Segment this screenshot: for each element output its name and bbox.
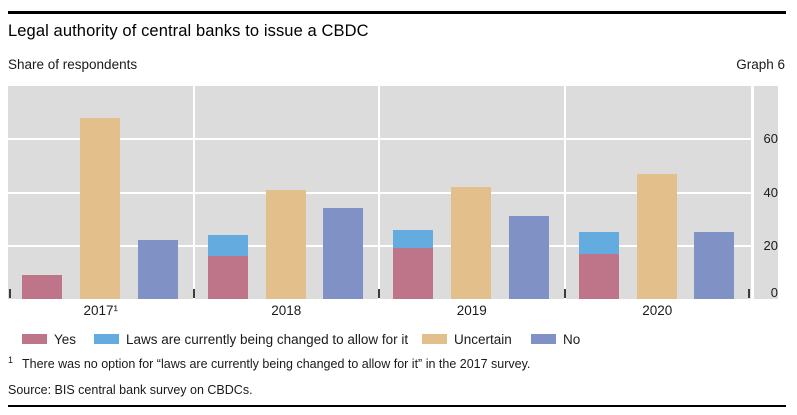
- year-separator: [192, 86, 195, 299]
- x-axis-tick-label: 2017¹: [83, 303, 119, 318]
- footnote-marker: 1: [8, 355, 14, 365]
- chart-legend: Yes Laws are currently being changed to a…: [0, 331, 797, 347]
- top-rule: [8, 11, 786, 14]
- y-axis-tick-label: 0: [770, 284, 778, 300]
- x-axis-tick-label: 2018: [271, 303, 302, 318]
- legend-item: No: [531, 331, 580, 347]
- chart-panel: 0 20 40 60: [8, 86, 778, 299]
- bar-uncertain-2020: [636, 173, 677, 299]
- bar-laws-2019: [393, 229, 433, 249]
- axis-tick: [192, 289, 195, 298]
- legend-item: Uncertain: [422, 331, 512, 347]
- axis-tick: [378, 289, 380, 298]
- bar-no-2017: [137, 240, 178, 299]
- x-axis-tick-label: 2019: [456, 303, 487, 318]
- source-line: Source: BIS central bank survey on CBDCs…: [8, 383, 253, 397]
- legend-swatch: [531, 334, 556, 344]
- x-axis-tick-label: 2020: [642, 303, 673, 318]
- chart-title: Legal authority of central banks to issu…: [8, 22, 369, 40]
- legend-label: Yes: [54, 331, 77, 347]
- legend-swatch: [94, 334, 119, 344]
- bar-uncertain-2017: [80, 117, 120, 299]
- footnote: 1 There was no option for “laws are curre…: [8, 355, 530, 371]
- bar-yes-2020: [578, 253, 619, 299]
- footnote-text: There was no option for “laws are curren…: [22, 357, 531, 372]
- legend-swatch: [422, 334, 447, 344]
- legend-swatch: [22, 334, 47, 344]
- year-separator: [563, 86, 566, 299]
- legend-label: No: [563, 331, 581, 347]
- graph-number-label: Graph 6: [736, 57, 785, 72]
- legend-label: Laws are currently being changed to allo…: [126, 331, 409, 347]
- bar-no-2020: [694, 232, 734, 299]
- bar-yes-2018: [207, 256, 248, 299]
- bar-uncertain-2018: [265, 189, 306, 299]
- bar-no-2018: [323, 208, 363, 299]
- axis-tick: [748, 289, 750, 298]
- legend-item: Laws are currently being changed to allo…: [94, 331, 408, 347]
- chart-subtitle: Share of respondents: [8, 57, 138, 72]
- axis-tick: [563, 289, 566, 298]
- year-separator: [378, 86, 380, 299]
- bar-yes-2017: [22, 275, 62, 299]
- axis-tick: [8, 289, 11, 298]
- bar-laws-2018: [207, 235, 248, 257]
- bar-yes-2019: [393, 248, 433, 299]
- bar-uncertain-2019: [451, 187, 491, 299]
- bar-no-2019: [508, 216, 549, 299]
- bar-laws-2020: [578, 232, 619, 254]
- y-axis-tick-label: 40: [763, 184, 778, 200]
- y-axis-tick-label: 20: [763, 237, 778, 253]
- axis-label-separator: [751, 86, 754, 299]
- legend-label: Uncertain: [454, 331, 512, 347]
- bottom-rule: [8, 405, 786, 407]
- legend-item: Yes: [22, 331, 76, 347]
- y-axis-tick-label: 60: [763, 131, 778, 147]
